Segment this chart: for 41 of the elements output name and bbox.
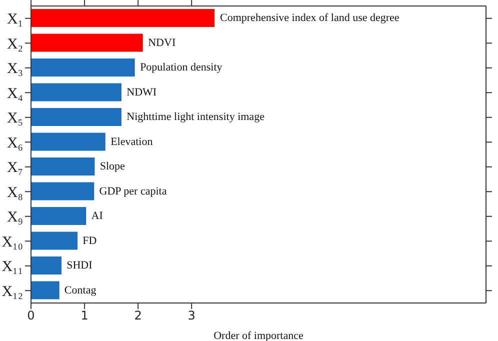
x-axis-title: Order of importance: [214, 330, 304, 341]
annotation: Contag: [64, 284, 97, 296]
bar: [31, 9, 215, 27]
annotation: FD: [82, 234, 97, 247]
bar: [31, 232, 78, 250]
y-tick-label: X₃: [6, 61, 23, 78]
bar: [31, 158, 95, 176]
x-tick-label: 1: [80, 308, 88, 323]
y-tick-label: X₁₂: [2, 284, 23, 300]
annotation: GDP per capita: [99, 185, 167, 198]
y-tick-label: X₈: [6, 184, 23, 201]
annotation: AI: [91, 210, 104, 222]
annotation: SHDI: [66, 260, 93, 272]
y-tick-label: X₂: [6, 36, 23, 52]
x-tick-label: 2: [134, 308, 142, 323]
annotation: NDVI: [148, 36, 176, 49]
bar: [31, 108, 122, 126]
bar: [31, 58, 135, 76]
y-tick-label: X₅: [6, 110, 23, 127]
y-tick-label: X₇: [6, 160, 23, 176]
bar: [31, 256, 62, 274]
annotation: Elevation: [110, 136, 154, 148]
bar: [31, 83, 122, 102]
annotation: Nighttime light intensity image: [126, 111, 265, 123]
annotation: Slope: [100, 160, 126, 172]
y-tick-label: X₁: [6, 12, 23, 28]
x-tick-label: 3: [188, 308, 196, 323]
x-tick-label: 0: [27, 308, 35, 323]
y-tick-label: X₁₀: [2, 234, 23, 250]
annotation: Comprehensive index of land use degree: [220, 12, 400, 24]
y-tick-label: X₉: [6, 210, 23, 226]
bar: [31, 132, 106, 151]
y-tick-label: X₄: [6, 86, 23, 102]
bar: [31, 34, 143, 52]
annotation: Population density: [140, 62, 223, 74]
y-tick-label: X₁₁: [2, 259, 23, 276]
bar: [31, 207, 86, 225]
annotation: NDWI: [126, 86, 157, 98]
bar: [31, 182, 94, 200]
y-tick-label: X₆: [6, 135, 23, 152]
bar: [31, 281, 60, 300]
